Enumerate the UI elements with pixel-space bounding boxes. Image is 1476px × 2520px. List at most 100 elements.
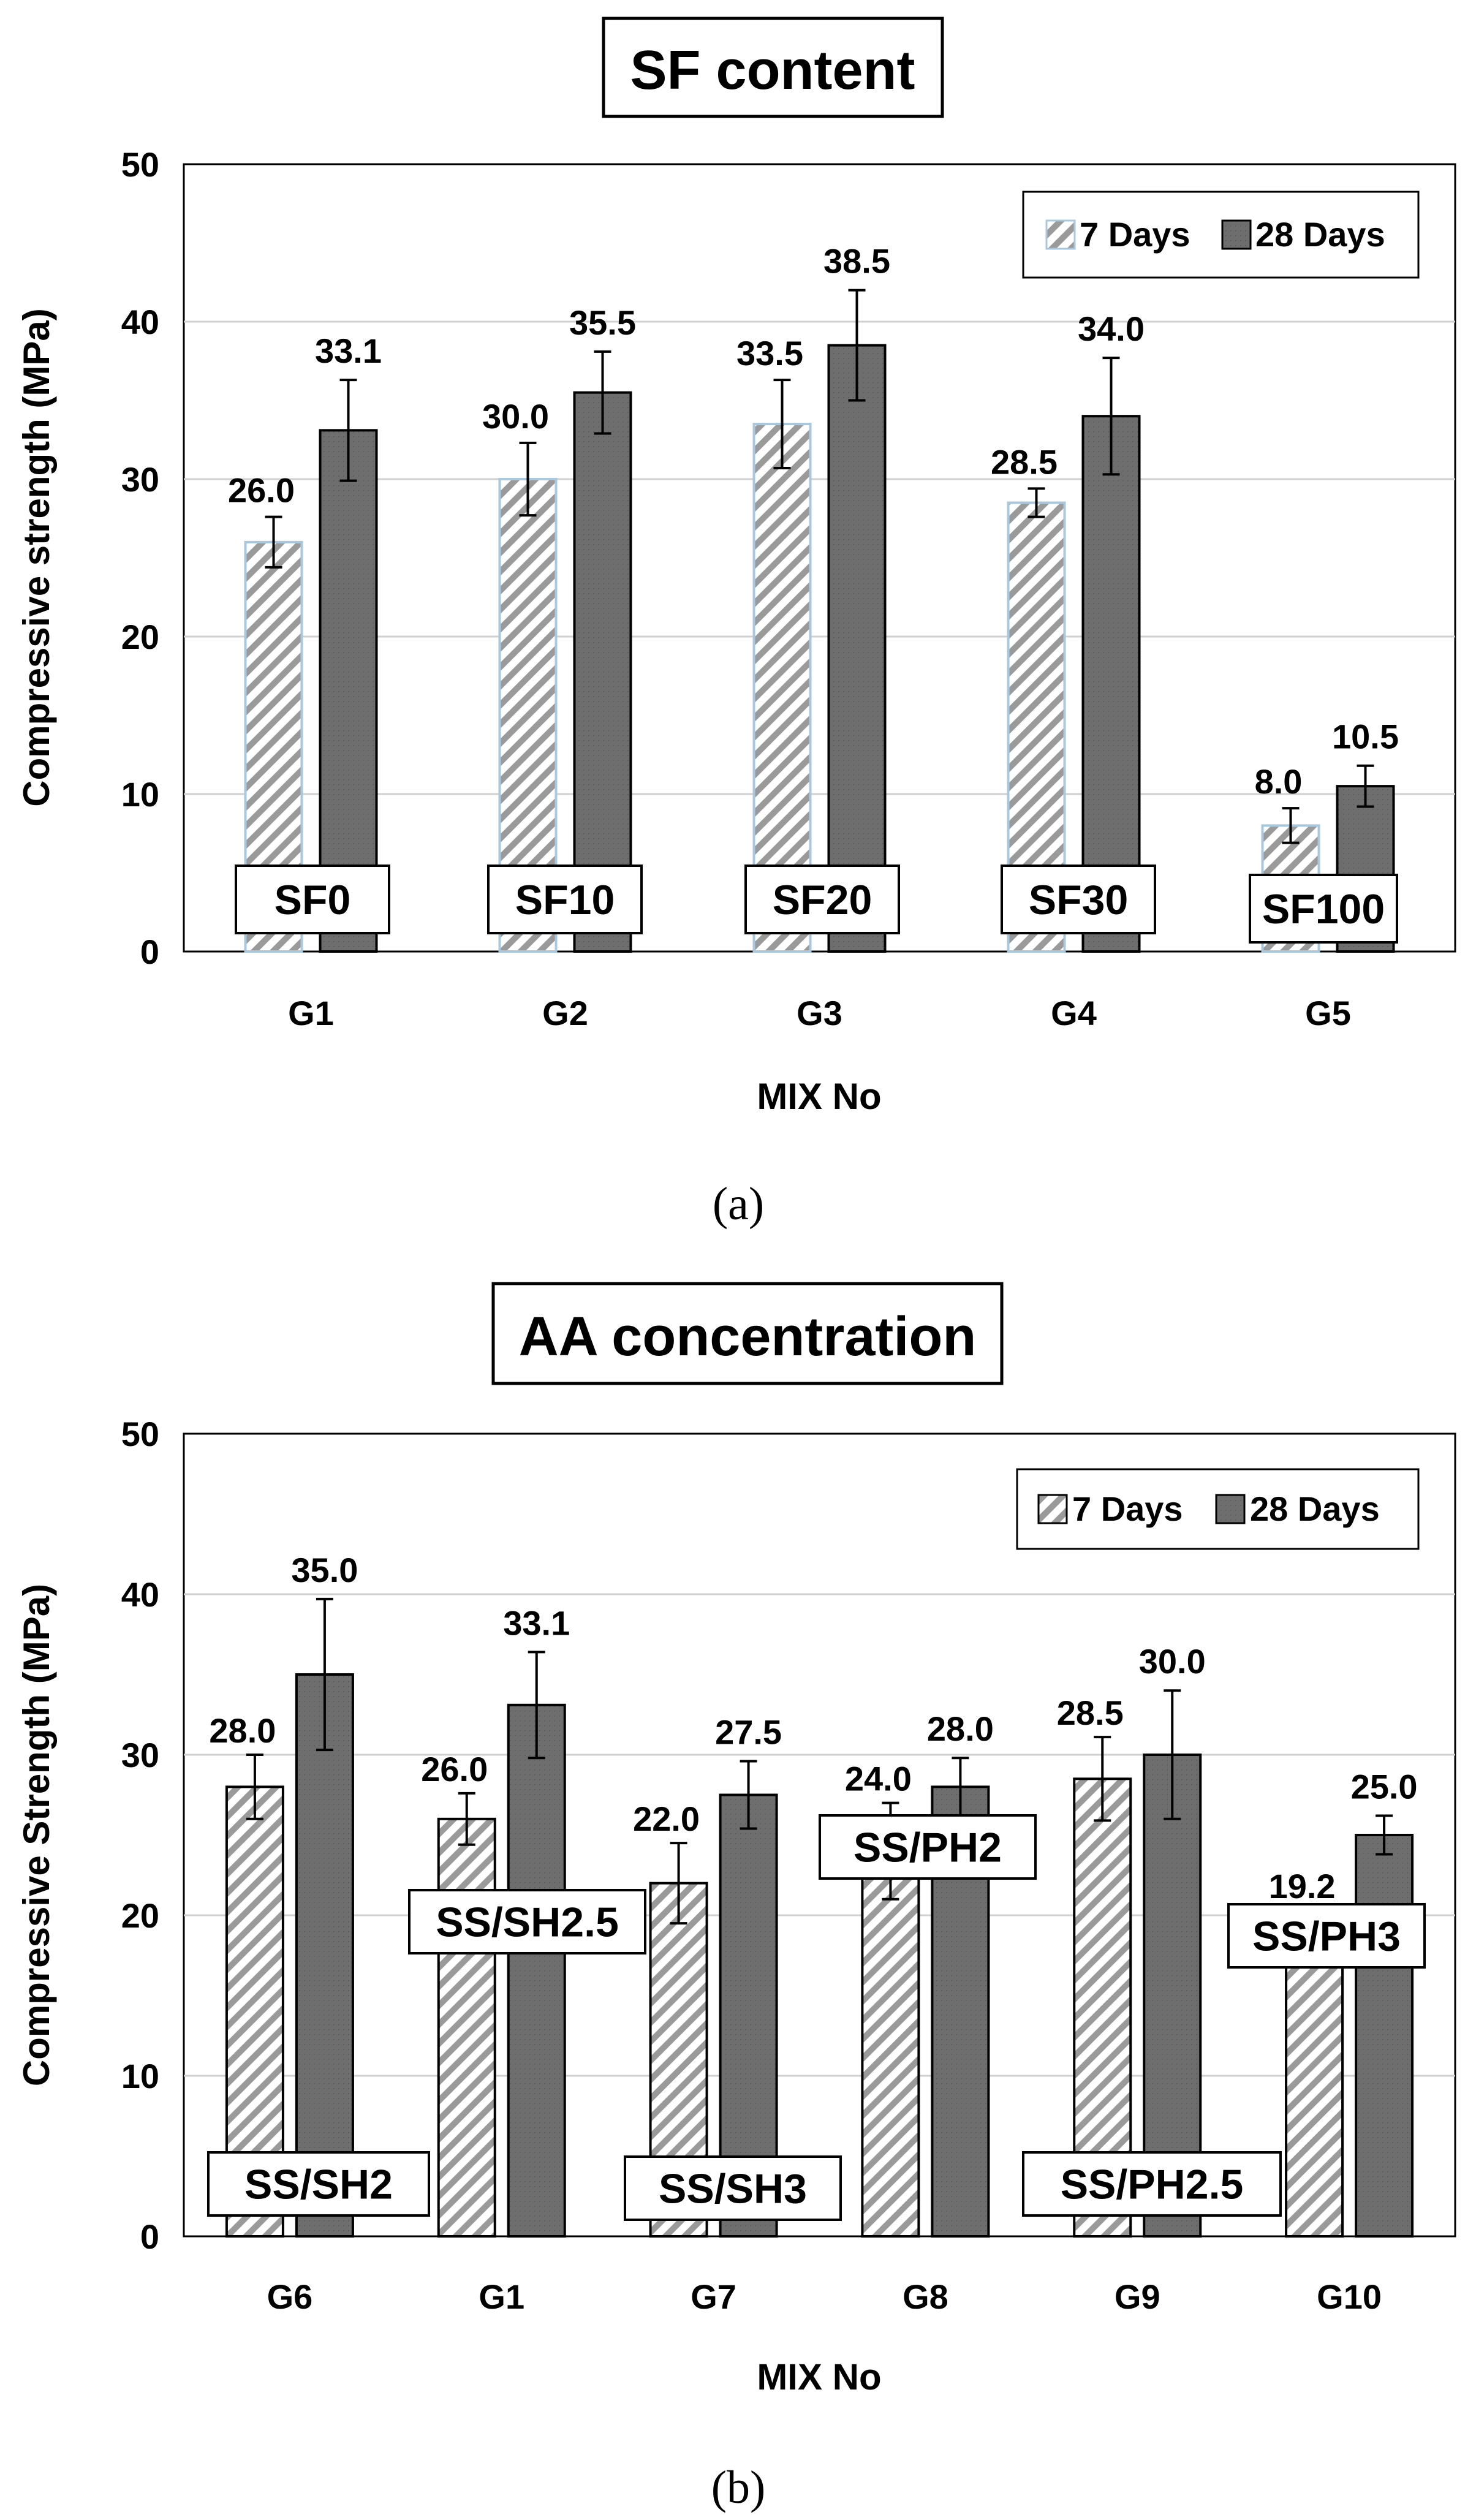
chart-a-legend-28days-label: 28 Days bbox=[1255, 215, 1385, 254]
chart-a-legend-28days-swatch bbox=[1221, 219, 1252, 250]
error-bar bbox=[1094, 1736, 1111, 1822]
category-tag-box bbox=[487, 865, 643, 934]
chart-b-legend-28days-swatch bbox=[1215, 1494, 1246, 1524]
chart-b-x-ticks: G6 G1 G7 G8 G9 G10 bbox=[267, 2277, 1382, 2316]
chart-b-title-box bbox=[491, 1282, 1004, 1385]
category-tag-label: SF0 bbox=[274, 877, 351, 923]
x-tick-label: G2 bbox=[542, 994, 588, 1032]
y-tick-label: 0 bbox=[140, 933, 159, 971]
category-tag-label: SS/PH3 bbox=[1252, 1913, 1401, 1960]
chart-b-y-axis-title: Compressive Strength (MPa) bbox=[16, 1584, 57, 2086]
bar-7-days bbox=[752, 423, 812, 953]
x-tick-label: G1 bbox=[288, 994, 334, 1032]
category-tag-label: SF20 bbox=[773, 877, 872, 923]
category-tag-box bbox=[624, 2155, 842, 2221]
bar-28-days bbox=[1081, 415, 1141, 953]
value-label-28-days: 10.5 bbox=[1332, 717, 1399, 756]
x-tick-label: G3 bbox=[797, 994, 842, 1032]
category-tag-label: SS/PH2 bbox=[853, 1825, 1002, 1871]
y-tick-label: 10 bbox=[121, 775, 159, 814]
error-bar bbox=[1282, 807, 1300, 844]
value-label-7-days: 28.0 bbox=[209, 1711, 276, 1750]
y-tick-label: 10 bbox=[121, 2057, 159, 2095]
chart-b-gridlines bbox=[184, 1593, 1455, 2077]
category-tag-label: SF10 bbox=[515, 877, 615, 923]
value-label-28-days: 30.0 bbox=[1139, 1642, 1206, 1681]
category-tag-box bbox=[207, 2151, 430, 2217]
x-tick-label: G7 bbox=[691, 2277, 736, 2316]
value-label-28-days: 27.5 bbox=[715, 1712, 782, 1751]
y-tick-label: 20 bbox=[121, 618, 159, 656]
y-tick-label: 40 bbox=[121, 1575, 159, 1614]
y-tick-label: 0 bbox=[140, 2217, 159, 2256]
chart-a-x-axis-title: MIX No bbox=[757, 1076, 881, 1117]
bar-7-days bbox=[1285, 1926, 1344, 2238]
y-tick-label: 40 bbox=[121, 303, 159, 341]
category-tag-box bbox=[744, 865, 900, 934]
category-tag-box bbox=[408, 1889, 646, 1954]
category-tag-label: SS/SH2.5 bbox=[436, 1899, 619, 1946]
y-tick-label: 30 bbox=[121, 460, 159, 499]
chart-b-caption: (b) bbox=[711, 2462, 766, 2513]
category-tag-label: SF30 bbox=[1029, 877, 1129, 923]
category-tag-box bbox=[1249, 874, 1398, 944]
error-bar bbox=[519, 441, 537, 517]
value-label-28-days: 35.5 bbox=[569, 303, 636, 342]
error-bar bbox=[316, 1597, 333, 1752]
value-label-7-days: 33.5 bbox=[736, 334, 803, 373]
error-bar bbox=[740, 1760, 757, 1830]
chart-a-title: SF content bbox=[630, 40, 915, 101]
value-label-7-days: 26.0 bbox=[421, 1750, 488, 1788]
chart-b-legend-7days-label: 7 Days bbox=[1072, 1489, 1183, 1528]
chart-a-y-ticks: 0 10 20 30 40 50 bbox=[121, 145, 159, 971]
chart-a-legend: 7 Days 28 Days bbox=[1022, 191, 1420, 279]
error-bar bbox=[1164, 1689, 1181, 1820]
value-label-7-days: 22.0 bbox=[633, 1799, 700, 1838]
chart-a-x-ticks: G1 G2 G3 G4 G5 bbox=[288, 994, 1351, 1032]
chart-b-y-ticks: 0 10 20 30 40 50 bbox=[121, 1415, 159, 2256]
chart-a-caption: (a) bbox=[713, 1178, 764, 1230]
value-label-28-days: 28.0 bbox=[927, 1709, 994, 1748]
x-tick-label: G5 bbox=[1305, 994, 1351, 1032]
category-tag-label: SS/SH3 bbox=[659, 2166, 807, 2212]
category-tag-label: SS/PH2.5 bbox=[1061, 2162, 1244, 2208]
value-label-28-days: 25.0 bbox=[1351, 1768, 1418, 1806]
value-label-28-days: 33.1 bbox=[503, 1603, 570, 1642]
error-bar bbox=[528, 1651, 545, 1760]
category-tag-label: SS/SH2 bbox=[244, 2162, 393, 2208]
chart-b-legend: 7 Days 28 Days bbox=[1016, 1468, 1420, 1550]
chart-b: AA concentration 0 10 20 30 40 50 28.0 35.0 26.… bbox=[16, 1282, 1456, 2513]
x-tick-label: G9 bbox=[1115, 2277, 1160, 2316]
value-label-7-days: 26.0 bbox=[228, 471, 295, 510]
value-label-7-days: 28.5 bbox=[1057, 1693, 1124, 1732]
bar-28-days bbox=[573, 391, 632, 953]
chart-b-title: AA concentration bbox=[519, 1306, 977, 1368]
chart-a-title-box bbox=[602, 17, 944, 118]
bar-7-days bbox=[437, 1817, 496, 2238]
value-label-7-days: 8.0 bbox=[1255, 762, 1303, 801]
category-tag-box bbox=[1022, 2151, 1282, 2217]
x-tick-label: G6 bbox=[267, 2277, 313, 2316]
chart-a-plot-frame bbox=[183, 163, 1456, 953]
chart-a-legend-7days-swatch bbox=[1045, 219, 1076, 250]
error-bar bbox=[1028, 487, 1045, 518]
chart-a-category-tags: SF0 SF10 SF20 SF30 SF100 bbox=[235, 865, 1398, 944]
error-bar bbox=[246, 1754, 263, 1820]
category-tag-label: SF100 bbox=[1262, 886, 1385, 933]
error-bar bbox=[1102, 357, 1120, 476]
error-bar bbox=[339, 379, 357, 482]
error-bar bbox=[458, 1792, 475, 1846]
error-bar bbox=[1376, 1814, 1393, 1856]
chart-a-gridlines bbox=[184, 320, 1455, 795]
chart-a-y-axis-title: Compressive strength (MPa) bbox=[16, 308, 57, 807]
chart-b-x-axis-title: MIX No bbox=[757, 2356, 881, 2397]
error-bar bbox=[670, 1842, 687, 1925]
y-tick-label: 30 bbox=[121, 1736, 159, 1774]
chart-a-legend-7days-label: 7 Days bbox=[1080, 215, 1190, 254]
value-label-7-days: 19.2 bbox=[1269, 1867, 1336, 1905]
category-tag-box bbox=[1227, 1903, 1426, 1969]
bar-28-days bbox=[1355, 1834, 1414, 2238]
error-bar bbox=[848, 289, 866, 402]
x-tick-label: G1 bbox=[479, 2277, 524, 2316]
